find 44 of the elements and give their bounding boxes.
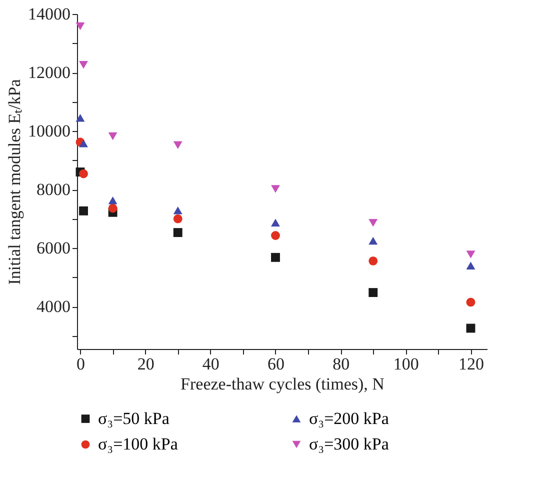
point <box>173 141 182 149</box>
point <box>466 324 476 333</box>
point <box>271 252 280 262</box>
x-tick-label: 20 <box>137 354 154 374</box>
x-tick-label: 120 <box>458 354 484 374</box>
point <box>173 228 182 238</box>
point <box>466 298 476 307</box>
legend-label: σ₃=100 kPa <box>98 434 178 454</box>
point <box>79 206 88 216</box>
x-tick-label: 100 <box>393 354 419 374</box>
y-tick-label: 10000 <box>28 122 70 141</box>
point <box>108 196 118 204</box>
point <box>76 114 85 122</box>
legend-label: σ₃=50 kPa <box>98 408 170 428</box>
y-axis-title: Initial tangent modules Eₜ/kPa <box>5 78 24 285</box>
point <box>368 236 378 245</box>
point <box>108 132 118 140</box>
point <box>368 219 378 227</box>
point <box>271 185 280 193</box>
y-tick-label: 6000 <box>36 238 70 258</box>
y-tick-label: 4000 <box>36 297 70 316</box>
point <box>271 231 280 240</box>
point <box>76 22 85 30</box>
y-tick-label: 8000 <box>36 180 70 200</box>
x-tick-label: 80 <box>332 354 350 374</box>
x-axis-title: Freeze-thaw cycles (times), N <box>180 374 384 394</box>
point <box>173 206 182 214</box>
point <box>466 250 476 258</box>
point <box>79 139 88 148</box>
point <box>108 204 118 213</box>
point <box>368 256 378 266</box>
y-tick-label: 12000 <box>28 63 70 82</box>
point <box>173 214 182 224</box>
x-tick-label: 60 <box>267 354 284 374</box>
point <box>466 262 476 270</box>
point <box>79 61 88 69</box>
point <box>368 288 378 298</box>
y-tick-label: 14000 <box>28 4 70 24</box>
x-tick-label: 40 <box>202 354 220 374</box>
point <box>79 169 88 178</box>
x-tick-label: 0 <box>76 354 86 374</box>
legend-label: σ₃=300 kPa <box>309 434 390 454</box>
legend-label: σ₃=200 kPa <box>309 408 390 428</box>
point <box>271 218 280 226</box>
